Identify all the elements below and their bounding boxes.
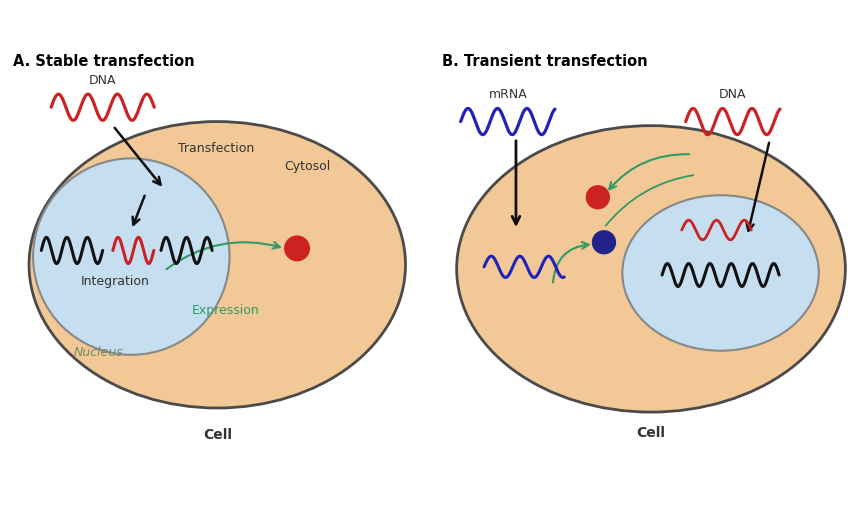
Ellipse shape: [456, 126, 846, 412]
Ellipse shape: [622, 195, 819, 350]
Text: Integration: Integration: [80, 275, 150, 288]
Text: DNA: DNA: [719, 88, 746, 101]
Text: Cytosol: Cytosol: [284, 160, 330, 173]
Text: B. Transient transfection: B. Transient transfection: [443, 54, 648, 69]
Ellipse shape: [29, 122, 406, 408]
Text: A. Stable transfection: A. Stable transfection: [13, 54, 194, 69]
Circle shape: [586, 186, 609, 209]
Circle shape: [285, 236, 309, 261]
Text: Cell: Cell: [203, 428, 232, 441]
Text: Cell: Cell: [637, 426, 665, 439]
Ellipse shape: [33, 159, 229, 355]
Text: Expression: Expression: [192, 304, 259, 317]
Text: DNA: DNA: [89, 74, 116, 87]
Text: mRNA: mRNA: [489, 88, 527, 101]
Text: Nucleus: Nucleus: [74, 346, 123, 359]
Circle shape: [592, 231, 615, 254]
Text: Transfection: Transfection: [178, 141, 254, 155]
